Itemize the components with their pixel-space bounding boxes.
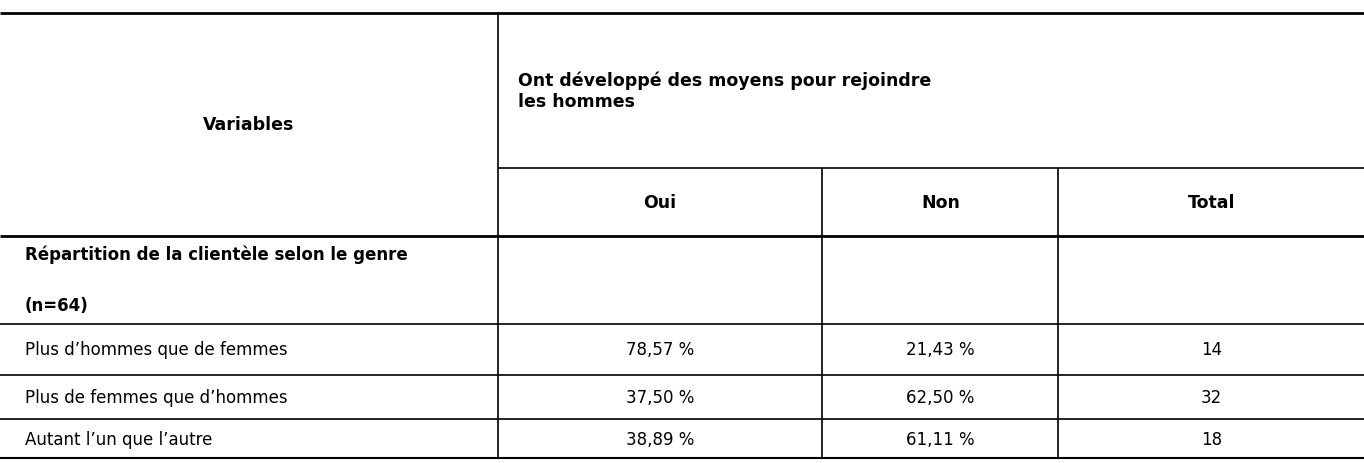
- Text: Autant l’un que l’autre: Autant l’un que l’autre: [25, 430, 211, 448]
- Text: 32: 32: [1200, 388, 1222, 406]
- Text: Oui: Oui: [644, 194, 677, 212]
- Text: Ont développé des moyens pour rejoindre
les hommes: Ont développé des moyens pour rejoindre …: [518, 72, 932, 111]
- Text: Plus d’hommes que de femmes: Plus d’hommes que de femmes: [25, 341, 288, 358]
- Text: 78,57 %: 78,57 %: [626, 341, 694, 358]
- Text: 14: 14: [1200, 341, 1222, 358]
- Text: Plus de femmes que d’hommes: Plus de femmes que d’hommes: [25, 388, 288, 406]
- Text: 62,50 %: 62,50 %: [906, 388, 975, 406]
- Text: Total: Total: [1188, 194, 1234, 212]
- Text: 37,50 %: 37,50 %: [626, 388, 694, 406]
- Text: (n=64): (n=64): [25, 297, 89, 314]
- Text: Non: Non: [921, 194, 960, 212]
- Text: 18: 18: [1200, 430, 1222, 448]
- Text: 21,43 %: 21,43 %: [906, 341, 975, 358]
- Text: Variables: Variables: [203, 116, 295, 134]
- Text: Répartition de la clientèle selon le genre: Répartition de la clientèle selon le gen…: [25, 245, 408, 264]
- Text: 38,89 %: 38,89 %: [626, 430, 694, 448]
- Text: 61,11 %: 61,11 %: [906, 430, 975, 448]
